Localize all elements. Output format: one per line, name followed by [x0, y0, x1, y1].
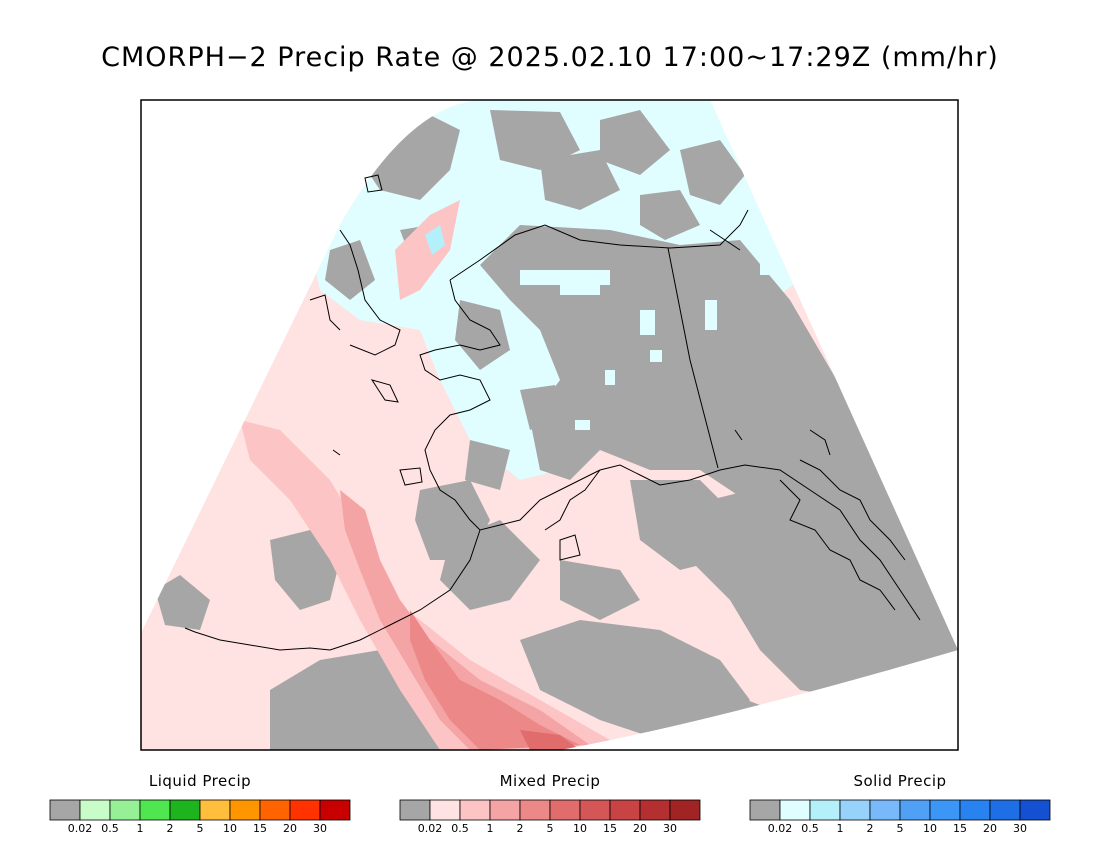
legend-mixed-swatch [639, 799, 671, 821]
legend-solid-title: Solid Precip [853, 772, 947, 790]
legend-liquid-label: 2 [167, 822, 174, 835]
legend-solid-swatch [929, 799, 961, 821]
legend-liquid-swatch [79, 799, 111, 821]
legend-mixed-swatch [519, 799, 551, 821]
legend-liquid-swatch [139, 799, 171, 821]
legend-mixed-swatch [609, 799, 641, 821]
legend-liquid-label: 0.5 [101, 822, 119, 835]
legend-mixed-swatch [459, 799, 491, 821]
legend-liquid-swatch [229, 799, 261, 821]
legend-liquid-swatch [199, 799, 231, 821]
coastlines [184, 174, 921, 651]
legend-solid-label: 2 [867, 822, 874, 835]
legend-mixed-label: 1 [487, 822, 494, 835]
legend-solid-label: 0.02 [768, 822, 793, 835]
legend-solid-label: 0.5 [801, 822, 819, 835]
solid-streak [425, 225, 445, 255]
legend-solid-swatch [959, 799, 991, 821]
legend-solid-swatch [899, 799, 931, 821]
legend-solid-swatch [839, 799, 871, 821]
legend-solid-label: 5 [897, 822, 904, 835]
legend-solid-label: 10 [923, 822, 937, 835]
legend-solid-swatch [809, 799, 841, 821]
legend-solid-label: 20 [983, 822, 997, 835]
legend-mixed-label: 20 [633, 822, 647, 835]
mixed-core [410, 610, 580, 750]
legend-liquid-label: 30 [313, 822, 327, 835]
legend-liquid-swatch [49, 799, 81, 821]
legend-mixed-label: 10 [573, 822, 587, 835]
mixed-band-north [395, 200, 460, 300]
legend-liquid-swatch [259, 799, 291, 821]
legend-mixed-label: 15 [603, 822, 617, 835]
legend-liquid-swatch [289, 799, 321, 821]
legend-mixed-label: 2 [517, 822, 524, 835]
legend-solid-label: 30 [1013, 822, 1027, 835]
solid-speckles [520, 260, 780, 430]
legend-mixed-swatch [549, 799, 581, 821]
map-frame [140, 99, 959, 751]
map-title: CMORPH−2 Precip Rate @ 2025.02.10 17:00~… [101, 42, 999, 73]
legend-mixed-swatch [429, 799, 461, 821]
legend-liquid-label: 1 [137, 822, 144, 835]
legend-mixed-label: 0.02 [418, 822, 443, 835]
legend-mixed-title: Mixed Precip [499, 772, 601, 790]
legend-mixed-label: 0.5 [451, 822, 469, 835]
mixed-band-moderate [240, 420, 610, 750]
legend-solid-swatch [749, 799, 781, 821]
mixed-patch-southeast [810, 695, 850, 720]
legend-liquid-label: 20 [283, 822, 297, 835]
no-precip-north-patches [325, 110, 745, 490]
legend-solid-swatch [989, 799, 1021, 821]
mixed-core-peak [520, 730, 580, 750]
no-precip-south [155, 480, 900, 750]
legend-mixed-swatch [669, 799, 701, 821]
legend-liquid-swatch [109, 799, 141, 821]
legend-solid-swatch [1019, 799, 1051, 821]
legend-mixed-swatch [399, 799, 431, 821]
legend-mixed-label: 30 [663, 822, 677, 835]
legend-mixed-label: 5 [547, 822, 554, 835]
legend-liquid-label: 10 [223, 822, 237, 835]
legend-liquid-label: 0.02 [68, 822, 93, 835]
legend-liquid-label: 5 [197, 822, 204, 835]
legend-solid-label: 1 [837, 822, 844, 835]
legend-solid-colorbar: 0.02 0.5 1 2 5 10 15 20 30 [749, 799, 1051, 835]
legend-liquid-colorbar: 0.02 0.5 1 2 5 10 15 20 30 [49, 799, 351, 835]
legend-mixed-swatch [579, 799, 611, 821]
legend-solid-swatch [869, 799, 901, 821]
legend-liquid-swatch [169, 799, 201, 821]
legend-liquid-swatch [319, 799, 351, 821]
legend-mixed-swatch [489, 799, 521, 821]
legend-liquid-title: Liquid Precip [148, 772, 252, 790]
precip-field [141, 100, 958, 750]
legend-liquid-label: 15 [253, 822, 267, 835]
legend-mixed-colorbar: 0.02 0.5 1 2 5 10 15 20 30 [399, 799, 701, 835]
legend-solid-label: 15 [953, 822, 967, 835]
legend-solid-swatch [779, 799, 811, 821]
